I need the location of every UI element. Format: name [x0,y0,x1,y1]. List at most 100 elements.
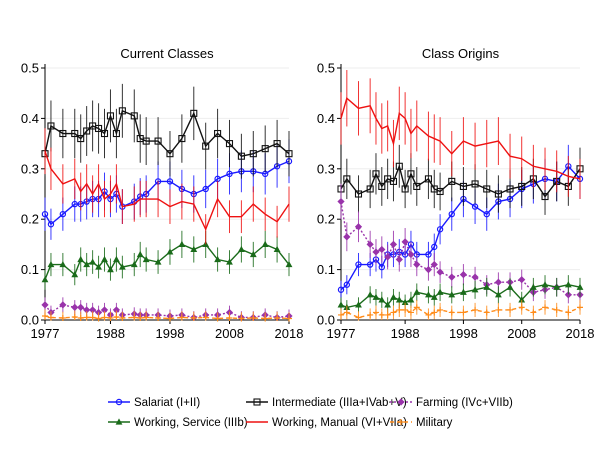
data-point [471,180,479,188]
data-point [107,314,114,321]
data-point [459,271,468,279]
y-tick-label: 0.0 [21,313,39,328]
data-point [95,263,102,270]
data-point [273,245,281,253]
legend-label: Working, Manual (VI+VIIa) [272,417,407,429]
series-working-service-iiib [337,275,584,315]
data-point [436,268,444,276]
panel-title: Current Classes [120,46,214,61]
data-point [430,293,438,300]
data-point [448,210,455,218]
data-point [47,122,55,130]
data-point [119,314,126,321]
data-point [89,258,97,265]
data-point [372,248,380,256]
data-point [354,223,363,231]
data-point [460,309,467,316]
data-point [390,309,397,316]
data-point [41,301,49,309]
data-point [343,309,350,316]
data-point [83,127,91,135]
data-point [471,273,479,281]
data-point [95,315,102,322]
data-point [472,306,479,313]
data-point [112,129,120,138]
data-point [214,255,221,263]
x-tick-label: 1998 [156,326,185,341]
data-point [71,271,79,278]
data-point [372,293,380,300]
data-point [190,109,198,117]
data-point [518,304,525,311]
data-point [41,276,49,283]
data-point [89,306,97,314]
data-point [425,251,432,258]
legend-marker [398,419,404,425]
legend-label: Farming (IVc+VIIb) [416,397,513,409]
data-point [214,315,221,322]
data-point [542,304,549,311]
data-point [425,311,432,318]
data-point [448,291,456,298]
data-point [47,260,55,268]
series-line [44,150,290,232]
series-line [340,201,580,296]
x-tick-label: 2018 [566,326,595,341]
data-point [425,291,432,298]
data-point [106,112,115,120]
data-point [202,142,210,150]
x-tick-label: 1977 [327,326,356,341]
data-point [354,190,363,198]
series-line [340,163,581,198]
data-point [101,314,108,321]
data-point [390,293,397,300]
data-point [112,306,121,314]
data-point [413,288,421,295]
data-point [226,170,233,178]
panel-title: Class Origins [422,46,500,61]
legend-label: Military [416,417,453,429]
data-point [448,177,456,185]
data-point [396,306,403,313]
data-point [576,283,584,290]
data-point [471,203,479,210]
data-point [113,255,120,263]
legend-label: Intermediate (IIIa+IVab+V) [272,397,407,409]
data-point [384,311,391,318]
y-tick-label: 0.2 [317,212,335,227]
data-point [337,301,345,308]
data-point [413,304,420,311]
data-point [83,314,90,321]
legend-marker [115,398,123,406]
data-point [564,291,572,299]
series-line [44,109,290,157]
data-point [366,261,374,268]
data-point [471,286,479,293]
data-point [483,283,491,290]
data-point [166,315,173,322]
legend-item-military: Military [390,417,453,429]
data-point [166,248,174,255]
data-point [413,260,421,269]
data-point [226,258,233,265]
data-point [518,182,526,190]
data-point [250,314,257,321]
data-point [261,240,269,247]
series-military [338,300,583,321]
data-point [71,200,78,208]
series-line [44,160,290,226]
data-point [355,314,362,321]
data-point [137,314,144,321]
data-point [202,185,209,193]
data-point [384,301,392,308]
data-point [395,162,403,170]
data-point [494,278,502,286]
data-point [202,314,209,321]
data-point [178,240,186,247]
data-point [337,286,345,293]
data-point [83,260,91,268]
data-point [237,245,245,253]
data-point [402,306,409,313]
data-point [77,303,85,311]
data-point [407,250,415,259]
